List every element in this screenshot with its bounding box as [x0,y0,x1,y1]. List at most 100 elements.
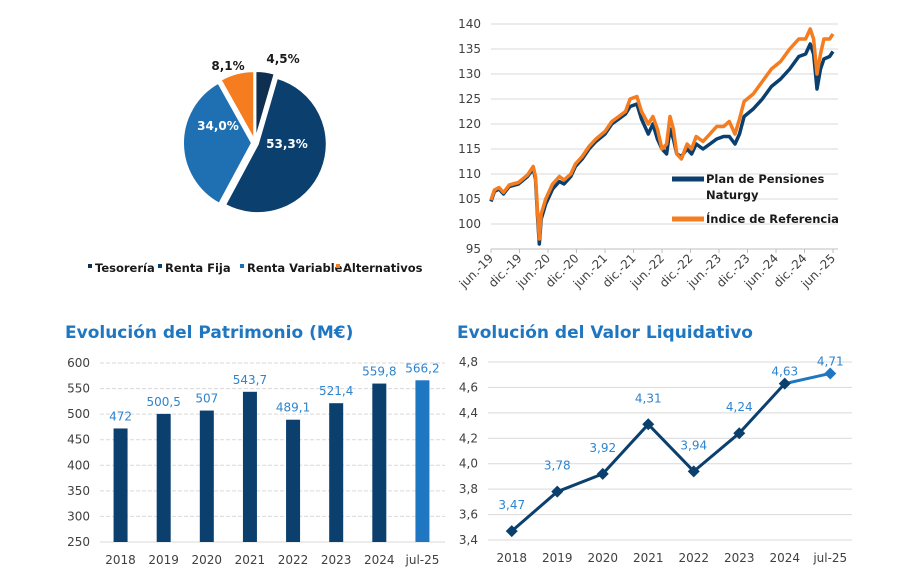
y-tick-label: 130 [458,67,481,81]
data-point-label: 3,94 [680,438,707,452]
asset-allocation-pie-chart: 4,5% 53,3% 34,0% 8,1% [182,52,328,215]
y-tick-label: 3,6 [459,508,478,522]
bar-2023 [329,403,344,542]
bar-value-label: 521,4 [319,384,353,398]
pie-legend-label: Tesorería [95,261,155,275]
y-tick-label: 350 [67,484,90,498]
bar-2020 [199,410,214,542]
y-tick-label: 250 [67,535,90,549]
y-tick-label: 95 [466,242,481,256]
data-point-label: 4,63 [771,365,798,379]
y-tick-label: 125 [458,92,481,106]
x-tick-label: jul-25 [405,553,440,567]
pie-legend-swatch [336,264,340,268]
x-tick-label: 2018 [105,553,136,567]
bar-value-label: 543,7 [233,373,267,387]
x-tick-label: 2024 [769,551,800,565]
bar-value-label: 489,1 [276,401,310,415]
bar-2022 [286,419,301,542]
pie-legend-label: Renta Variable [247,261,343,275]
x-tick-label: 2021 [633,551,664,565]
legend-label-plan-1: Plan de Pensiones [706,172,824,186]
x-tick-label: jul-25 [812,551,847,565]
pie-legend-label: Alternativos [343,261,423,275]
y-tick-label: 120 [458,117,481,131]
pie-legend-swatch [158,264,162,268]
bar-value-label: 559,8 [362,365,396,379]
data-point-marker [596,467,609,480]
data-point-label: 3,47 [498,498,525,512]
line-segment [510,490,559,533]
data-point-marker [505,525,518,538]
y-tick-label: 4,6 [459,380,478,394]
data-point-label: 4,71 [817,354,844,368]
pie-legend-swatch [240,264,244,268]
y-tick-label: 450 [67,433,90,447]
pie-slice-label: 34,0% [197,119,239,133]
valor-chart-title: Evolución del Valor Liquidativo [457,323,753,343]
valor-liquidativo-line-chart: 3,4 3,6 3,8 4,0 4,2 4,4 4,6 4,8 3,47 2018 3,78 2019… [459,354,852,565]
y-tick-label: 600 [67,356,90,370]
y-tick-label: 4,0 [459,457,478,471]
data-point-marker [642,418,655,431]
pie-slice-renta-fija [223,76,328,215]
data-point-label: 3,78 [544,459,571,473]
x-tick-label: 2020 [192,553,223,567]
legend-label-plan-2: Naturgy [706,188,759,202]
data-point-label: 3,92 [589,441,616,455]
pie-slice-renta-variable [182,81,254,206]
pie-slice-label: 8,1% [211,59,244,73]
series-line-índice-de-referencia [489,27,835,241]
pie-slice-label: 4,5% [266,52,299,66]
pie-legend: Tesorería Renta Fija Renta Variable Alterna… [88,261,423,275]
x-tick-label: 2022 [278,553,309,567]
pie-legend-label: Renta Fija [165,261,231,275]
x-tick-label: 2021 [235,553,266,567]
bar-value-label: 507 [195,392,218,406]
bar-jul-25 [415,380,430,542]
y-tick-label: 4,2 [459,431,478,445]
y-tick-label: 115 [458,142,481,156]
x-tick-label: 2018 [496,551,527,565]
bar-2021 [242,391,257,542]
x-tick-label: 2020 [587,551,618,565]
pie-slice-alternativos [219,70,256,144]
y-tick-label: 110 [458,167,481,181]
x-tick-label: 2023 [724,551,755,565]
y-tick-label: 135 [458,42,481,56]
data-point-marker [687,465,700,478]
bar-2018 [113,428,128,542]
performance-legend: Plan de Pensiones Naturgy Índice de Refe… [672,172,839,226]
data-point-label: 4,24 [726,400,753,414]
y-tick-label: 140 [458,17,481,31]
y-tick-label: 3,4 [459,533,478,547]
x-tick-label: 2019 [148,553,179,567]
y-tick-label: 4,4 [459,406,478,420]
y-tick-label: 100 [458,217,481,231]
y-tick-label: 3,8 [459,482,478,496]
y-tick-label: 400 [67,458,90,472]
line-segment [738,382,786,435]
y-tick-label: 4,8 [459,355,478,369]
data-point-label: 4,31 [635,391,662,405]
performance-line-chart: 95100105110115120125130135140jun.-19dic.… [456,17,838,292]
line-segment [601,423,650,475]
line-segment [647,423,695,473]
x-tick-label: 2022 [678,551,709,565]
data-point-marker [551,485,564,498]
data-point-marker [824,367,837,380]
x-tick-label: 2024 [364,553,395,567]
pie-slice-tesorería [254,70,276,141]
line-segment [692,432,741,473]
bar-value-label: 566,2 [405,361,439,375]
line-segment [556,472,604,494]
patrimonio-chart-title: Evolución del Patrimonio (M€) [65,323,353,343]
bar-2024 [372,383,387,542]
x-tick-label: 2019 [542,551,573,565]
bar-value-label: 500,5 [147,395,181,409]
patrimonio-bar-chart: 250 300 350 400 450 500 550 600 472 2018 500,5 2019… [67,356,445,567]
x-tick-label: 2023 [321,553,352,567]
pie-slice-label: 53,3% [266,137,308,151]
y-tick-label: 300 [67,509,90,523]
